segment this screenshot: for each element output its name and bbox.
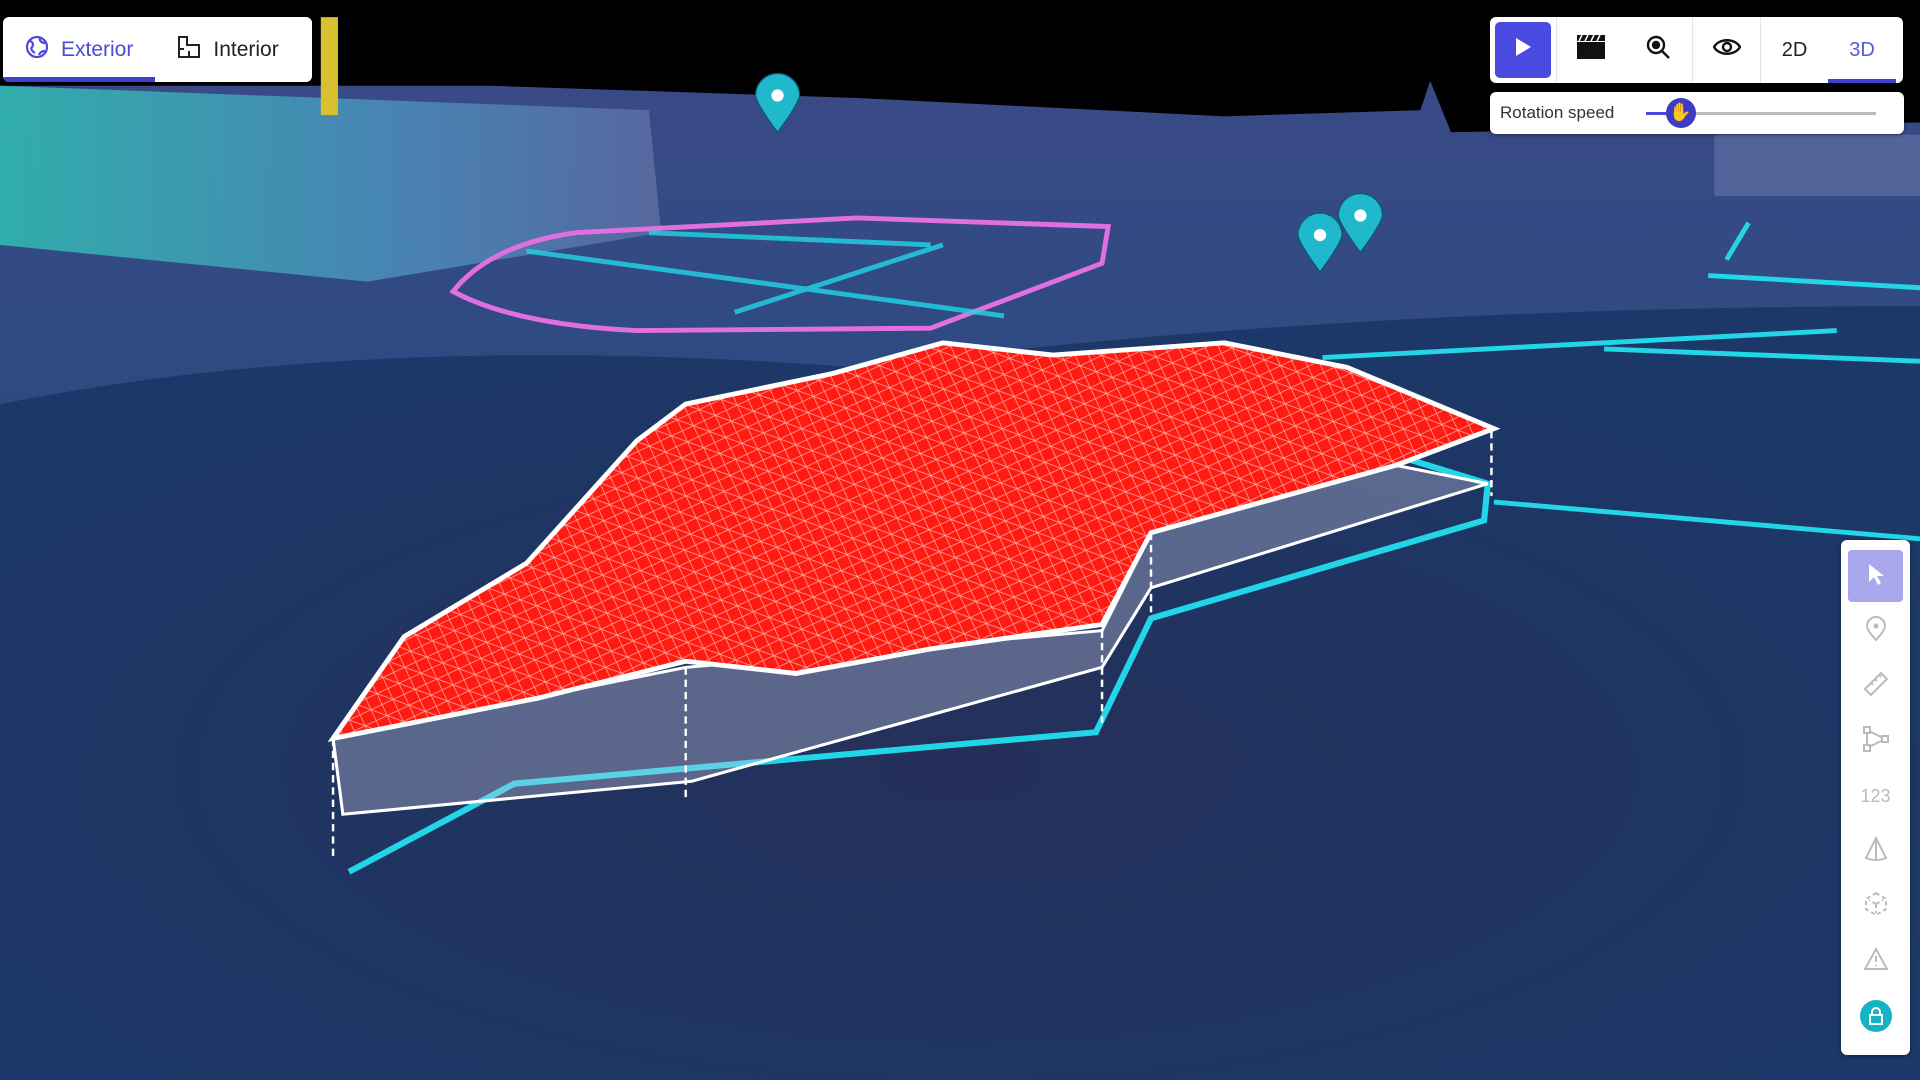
measure-tool[interactable] (1848, 660, 1903, 712)
zoom-button[interactable] (1624, 17, 1692, 83)
map-pin-icon (1865, 615, 1887, 647)
lock-icon (1859, 1000, 1892, 1032)
play-icon (1514, 37, 1532, 63)
3d-box-icon (1863, 891, 1889, 922)
rotation-speed-label: Rotation speed (1500, 103, 1615, 122)
select-tool[interactable] (1848, 550, 1903, 602)
stockpile-mesh[interactable] (327, 340, 1501, 742)
point-tool[interactable] (1848, 605, 1903, 657)
tab-label: Exterior (61, 37, 134, 61)
issue-tool[interactable] (1848, 935, 1903, 987)
view-toolbar: 2D 3D (1490, 17, 1903, 83)
mode-2d-button[interactable]: 2D (1760, 17, 1828, 83)
warning-icon (1862, 946, 1889, 976)
ruler-icon (1863, 671, 1889, 702)
count-tool[interactable]: 123 (1860, 785, 1891, 806)
slider-fill (1646, 111, 1681, 115)
zoom-icon (1645, 34, 1671, 66)
map-pin (1297, 212, 1343, 273)
view-tabs: Exterior Interior (3, 17, 312, 82)
lock-button[interactable] (1848, 990, 1903, 1042)
rotation-speed-slider[interactable]: ✋ (1646, 97, 1876, 128)
cursor-arrow-icon (1866, 562, 1886, 591)
floorplan-icon (177, 35, 201, 65)
visibility-button[interactable] (1692, 17, 1760, 83)
eye-icon (1712, 37, 1741, 63)
zone-outline (449, 215, 1112, 334)
clapperboard-button[interactable] (1556, 17, 1624, 83)
tab-exterior[interactable]: Exterior (3, 17, 156, 82)
clapperboard-icon (1576, 34, 1606, 66)
mode-3d-button[interactable]: 3D (1828, 17, 1896, 83)
rotation-speed-panel: Rotation speed ✋ (1490, 92, 1904, 134)
cone-icon (1864, 835, 1888, 867)
map-pin (1337, 192, 1384, 254)
building-pointcloud (0, 85, 662, 282)
hand-icon: ✋ (1669, 102, 1692, 122)
polygon-icon (1862, 725, 1889, 757)
tab-interior[interactable]: Interior (155, 17, 300, 82)
play-button[interactable] (1495, 22, 1551, 78)
map-pin (754, 72, 801, 134)
slider-thumb[interactable]: ✋ (1665, 97, 1696, 128)
polygon-tool[interactable] (1848, 715, 1903, 767)
globe-icon (25, 35, 49, 65)
volume-tool[interactable] (1848, 825, 1903, 877)
tool-sidebar: 123 (1841, 540, 1910, 1055)
object-tool[interactable] (1848, 880, 1903, 932)
tab-label: Interior (213, 37, 279, 61)
